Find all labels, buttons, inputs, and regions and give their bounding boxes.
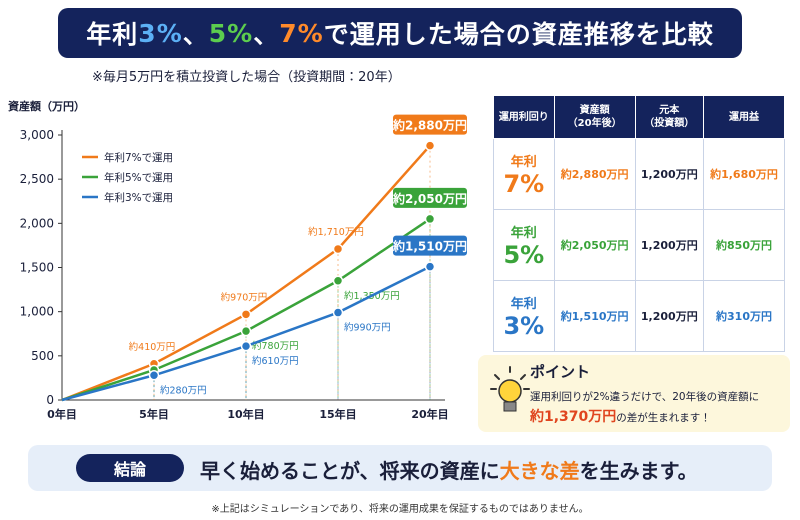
title-part: 、 [253, 20, 280, 49]
table-header: 運用利回り 資産額 （20年後） 元本 （投資額） 運用益 [493, 95, 785, 139]
value-label: 約2,880万円 [392, 118, 467, 133]
title-part: 5% [208, 18, 254, 48]
x-tick-label: 20年目 [411, 407, 448, 421]
table-header-cell: 運用益 [703, 95, 785, 139]
value-label: 約990万円 [344, 322, 391, 334]
y-tick-label: 1,000 [20, 305, 54, 319]
rate-label: 年利 [510, 225, 537, 241]
value-label: 約970万円 [221, 291, 268, 303]
value-label-box [393, 114, 467, 135]
x-tick-label: 5年目 [139, 407, 169, 421]
value-label: 約280万円 [160, 384, 207, 396]
value-label: 約1,510万円 [392, 239, 467, 254]
footnote: ※上記はシミュレーションであり、将来の運用成果を保証するものではありません。 [211, 504, 589, 515]
rate-value: 5% [503, 240, 545, 269]
principal-cell: 1,200万円 [634, 280, 705, 352]
data-point [424, 213, 436, 225]
point-title: ポイント [530, 363, 591, 381]
point-tail: の差が生まれます！ [616, 412, 711, 424]
data-point [240, 340, 252, 352]
y-tick-label: 500 [31, 349, 54, 363]
value-label: 約410万円 [129, 341, 176, 353]
profit-cell: 約310万円 [703, 280, 785, 352]
data-point [240, 309, 252, 320]
value-label: 約2,050万円 [392, 191, 467, 206]
y-tick-label: 0 [46, 393, 54, 407]
legend-label: 年利5%で運用 [104, 171, 173, 184]
principal-cell: 1,200万円 [634, 138, 705, 210]
bulb-icon [490, 366, 530, 412]
table-header-cell: 資産額 （20年後） [553, 95, 636, 139]
rate-cell: 年利 5% [493, 209, 555, 281]
x-tick-label: 0年目 [47, 407, 77, 421]
title-part: 年利 [86, 20, 139, 49]
conclusion-bar: 結論 早く始めることが、将来の資産に大きな差を生みます。 [28, 445, 772, 491]
header-text: 元本 [659, 105, 680, 116]
y-tick-label: 2,500 [20, 172, 54, 186]
data-point [424, 261, 436, 272]
point-text: 運用利回りが2%違うだけで、20年後の資産額に約1,370万円の差が生まれます！ [530, 387, 785, 428]
comparison-table: 運用利回り 資産額 （20年後） 元本 （投資額） 運用益 年利 7% 約2,880万円 1,20… [493, 95, 785, 352]
point-body: 運用利回りが2%違うだけで、20年後の資産額に [530, 391, 760, 403]
header-text: （投資額） [644, 118, 695, 129]
conclusion-text: 早く始めることが、将来の資産に大きな差を生みます。 [200, 455, 698, 484]
rate-label: 年利 [510, 154, 537, 170]
y-axis-label: 資産額（万円） [8, 99, 85, 113]
profit-cell: 約1,680万円 [703, 138, 785, 210]
rate-value: 3% [503, 311, 545, 340]
rate-label: 年利 [510, 296, 537, 312]
table-header-cell: 元本 （投資額） [634, 95, 705, 139]
subtitle: ※毎月5万円を積立投資した場合（投資期間：20年） [92, 70, 401, 85]
profit-cell: 約850万円 [703, 209, 785, 281]
data-point [332, 275, 344, 286]
legend-label: 年利7%で運用 [104, 151, 173, 164]
rate-cell: 年利 7% [493, 138, 555, 210]
y-tick-label: 1,500 [20, 261, 54, 275]
conclusion-part: を生みます。 [579, 459, 698, 483]
value-label: 約780万円 [252, 340, 299, 352]
conclusion-part: 早く始めることが、将来の資産に [200, 459, 500, 483]
value-label-box [393, 187, 467, 208]
data-point [332, 307, 344, 318]
data-point [424, 140, 436, 151]
legend-label: 年利3%で運用 [104, 191, 173, 204]
title-banner: 年利 3%、 5%、 7% で運用した場合の資産推移を比較 [58, 8, 742, 58]
point-box: ポイント 運用利回りが2%違うだけで、20年後の資産額に約1,370万円の差が生… [478, 355, 790, 432]
conclusion-tag: 結論 [76, 454, 184, 482]
value-label: 約610万円 [252, 355, 299, 367]
header-text: 運用利回り [498, 111, 549, 123]
header-text: 資産額 [579, 105, 610, 116]
rate-value: 7% [503, 169, 545, 198]
table-header-cell: 運用利回り [493, 95, 555, 139]
header-text: 運用益 [729, 111, 759, 123]
table-row: 年利 7% 約2,880万円 1,200万円 約1,680万円 [493, 138, 785, 210]
title-part: 3% [138, 18, 183, 48]
value-label: 約1,710万円 [308, 226, 364, 238]
assets-cell: 約1,510万円 [553, 280, 636, 352]
table-row: 年利 5% 約2,050万円 1,200万円 約850万円 [493, 209, 785, 281]
x-tick-label: 15年目 [319, 407, 356, 421]
conclusion-part: 大きな差 [499, 459, 580, 483]
value-label-box [393, 235, 467, 256]
assets-cell: 約2,880万円 [553, 138, 636, 210]
principal-cell: 1,200万円 [634, 209, 705, 281]
y-tick-label: 2,000 [20, 216, 54, 230]
x-tick-label: 10年目 [227, 407, 264, 421]
rate-cell: 年利 3% [493, 280, 555, 352]
data-point [332, 243, 344, 255]
header-text: （20年後） [567, 118, 622, 129]
assets-cell: 約2,050万円 [553, 209, 636, 281]
title-part: で運用した場合の資産推移を比較 [323, 20, 714, 49]
title-part: 7% [279, 18, 324, 48]
y-tick-label: 3,000 [20, 128, 54, 142]
chart: 資産額（万円） 0 500 1,000 1,500 2,000 2,500 3,000 0年目… [8, 99, 467, 421]
data-point [148, 370, 160, 381]
point-highlight: 約1,370万円 [530, 409, 617, 425]
title-part: 、 [182, 20, 209, 49]
data-point [240, 325, 252, 337]
table-row: 年利 3% 約1,510万円 1,200万円 約310万円 [493, 280, 785, 352]
